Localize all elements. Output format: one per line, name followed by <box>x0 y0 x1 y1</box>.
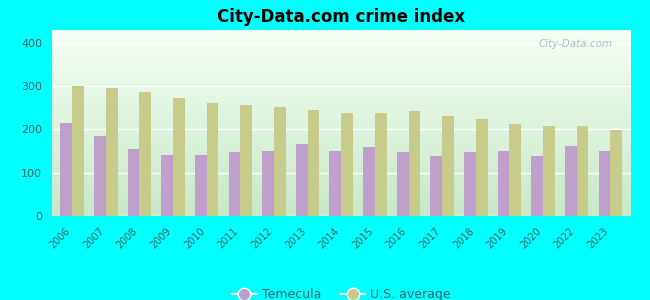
Bar <box>599 151 610 216</box>
Bar <box>408 111 421 216</box>
Bar <box>375 113 387 216</box>
Bar <box>106 88 118 216</box>
Bar <box>94 136 106 216</box>
Bar <box>140 92 151 216</box>
Legend: Temecula, U.S. average: Temecula, U.S. average <box>227 284 456 300</box>
Bar <box>396 152 408 216</box>
Bar <box>341 113 353 216</box>
Bar <box>195 154 207 216</box>
Bar <box>565 146 577 216</box>
Bar <box>60 123 72 216</box>
Bar <box>173 98 185 216</box>
Bar <box>307 110 319 216</box>
Bar <box>464 152 476 216</box>
Bar <box>442 116 454 216</box>
Bar <box>330 151 341 216</box>
Bar <box>229 152 240 216</box>
Bar <box>498 151 510 216</box>
Bar <box>531 156 543 216</box>
Bar <box>72 86 84 216</box>
Bar <box>363 147 375 216</box>
Bar <box>577 127 588 216</box>
Title: City-Data.com crime index: City-Data.com crime index <box>217 8 465 26</box>
Bar <box>430 156 442 216</box>
Bar <box>240 105 252 216</box>
Bar <box>161 155 173 216</box>
Bar <box>207 103 218 216</box>
Bar <box>510 124 521 216</box>
Bar <box>476 119 488 216</box>
Bar <box>610 130 622 216</box>
Bar <box>296 144 307 216</box>
Text: City-Data.com: City-Data.com <box>539 39 613 49</box>
Bar <box>274 106 286 216</box>
Bar <box>543 126 555 216</box>
Bar <box>262 151 274 216</box>
Bar <box>127 149 140 216</box>
